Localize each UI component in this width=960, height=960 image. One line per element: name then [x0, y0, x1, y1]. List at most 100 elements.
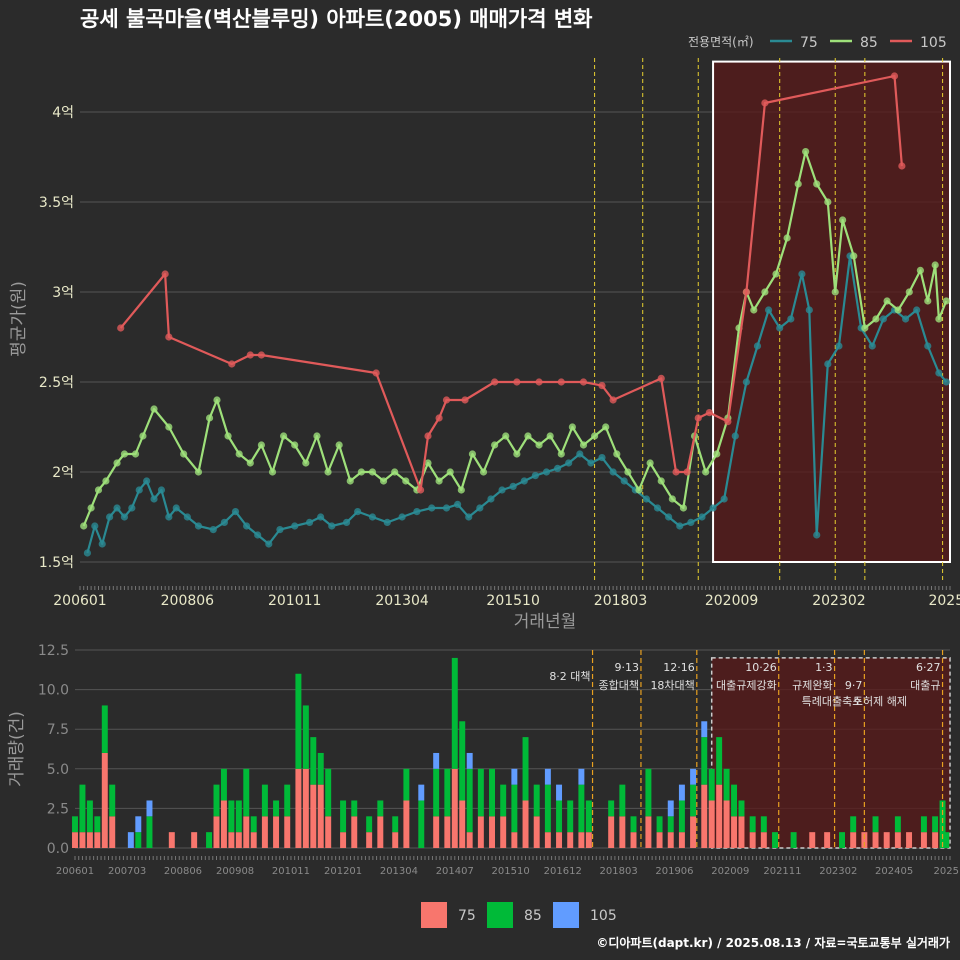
volume-bar-85 [656, 816, 663, 833]
volume-bar-85 [366, 816, 373, 833]
volume-bar-75 [477, 816, 484, 848]
point-85 [702, 468, 710, 476]
volume-bar-105 [667, 800, 674, 817]
point-85 [446, 468, 454, 476]
volume-bar-85 [585, 800, 592, 833]
point-75 [731, 432, 739, 440]
point-85 [102, 477, 110, 485]
volume-bar-85 [310, 737, 317, 785]
point-105 [890, 72, 899, 80]
point-85 [924, 297, 932, 305]
volume-y-axis-label: 거래량(건) [7, 711, 27, 787]
point-75 [83, 549, 92, 557]
point-75 [576, 450, 584, 458]
volume-bar-85 [235, 800, 242, 833]
volume-x-tick-label: 202009 [711, 866, 749, 877]
point-75 [798, 270, 806, 278]
point-75 [676, 522, 684, 530]
price-panel: 1.5억 2억 2.5억 3억 3.5억 4억 200601 200806 201011 2013… [9, 58, 960, 632]
point-85 [783, 234, 791, 242]
point-85 [150, 405, 158, 413]
volume-bar-85 [511, 784, 518, 833]
volume-y-tick-label: 10.0 [38, 683, 69, 699]
point-75 [91, 522, 99, 530]
point-85 [624, 468, 632, 476]
point-85 [131, 450, 140, 458]
point-75 [598, 454, 606, 462]
point-75 [354, 508, 362, 516]
point-75 [868, 342, 876, 350]
volume-bar-85 [101, 705, 108, 753]
point-85 [546, 432, 554, 440]
volume-bar-85 [135, 832, 142, 848]
volume-bar-75 [567, 832, 574, 848]
volume-bar-85 [932, 816, 939, 833]
point-75 [935, 369, 943, 377]
volume-bar-105 [544, 768, 551, 785]
volume-x-tick-label: 202405 [875, 866, 913, 877]
volume-bar-85 [228, 800, 235, 833]
volume-bar-75 [645, 816, 652, 848]
point-75 [383, 518, 391, 527]
point-85 [357, 468, 365, 476]
point-75 [220, 518, 228, 527]
point-75 [128, 504, 136, 512]
point-75 [553, 464, 562, 472]
policy-annotation-detail: 대출규 [910, 679, 940, 692]
point-75 [165, 513, 173, 521]
point-75 [328, 522, 336, 530]
volume-x-tick-label: 200908 [216, 866, 254, 877]
volume-bar-85 [850, 816, 857, 833]
volume-bar-75 [377, 816, 384, 848]
point-85 [535, 441, 543, 449]
point-85 [87, 504, 95, 512]
point-85 [435, 477, 443, 485]
point-105 [117, 324, 125, 332]
volume-bar-75 [466, 832, 473, 848]
volume-bar-75 [261, 816, 268, 848]
volume-bar-85 [894, 816, 901, 833]
volume-bar-85 [567, 800, 574, 833]
point-105 [742, 288, 750, 296]
point-75 [143, 477, 151, 485]
point-85 [457, 486, 465, 494]
volume-bar-75 [250, 832, 257, 848]
volume-bar-85 [630, 816, 637, 833]
volume-bar-75 [872, 832, 879, 848]
y-tick-label: 4억 [52, 105, 74, 121]
volume-bar-75 [619, 816, 626, 848]
volume-bar-85 [723, 768, 730, 801]
point-85 [568, 423, 576, 431]
volume-bar-75 [749, 832, 756, 848]
point-105 [657, 374, 665, 382]
point-75 [265, 540, 273, 548]
point-85 [491, 441, 499, 449]
point-85 [839, 216, 847, 224]
point-75 [913, 306, 921, 314]
bar-legend-swatch-75 [421, 902, 447, 928]
policy-annotation-detail: 규제완화 [792, 679, 832, 692]
volume-bar-85 [544, 784, 551, 833]
volume-bar-75 [489, 816, 495, 848]
point-85 [379, 477, 388, 485]
volume-bar-75 [243, 816, 250, 848]
x-tick-label: 202009 [705, 593, 758, 609]
volume-bar-75 [656, 832, 663, 848]
point-85 [268, 468, 277, 476]
bar-legend-label-105: 105 [590, 908, 617, 924]
policy-annotation: 8·2 대책 [549, 670, 590, 683]
volume-bar-75 [168, 832, 175, 848]
point-85 [313, 432, 321, 440]
point-105 [898, 162, 906, 170]
volume-bar-75 [544, 832, 551, 848]
volume-bar-85 [872, 816, 879, 833]
volume-bar-85 [317, 752, 324, 785]
point-75 [665, 513, 673, 521]
volume-x-tick-label: 200703 [108, 866, 146, 877]
volume-bar-105 [678, 784, 685, 801]
y-tick-label: 3.5억 [39, 195, 74, 211]
volume-bar-75 [302, 768, 309, 848]
volume-y-tick-label: 7.5 [47, 722, 69, 738]
point-75 [720, 495, 728, 503]
